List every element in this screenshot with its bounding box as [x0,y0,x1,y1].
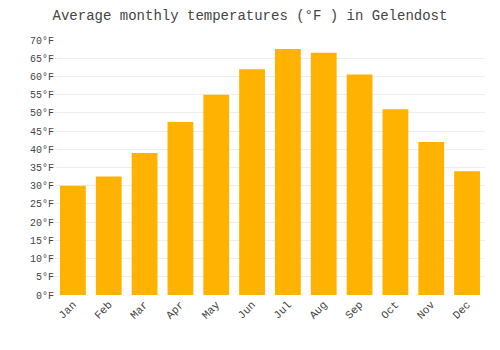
svg-text:Jan: Jan [56,299,78,321]
svg-text:Oct: Oct [379,299,401,321]
svg-text:35°F: 35°F [30,163,54,174]
svg-text:5°F: 5°F [36,272,54,283]
svg-text:60°F: 60°F [30,72,54,83]
svg-text:Aug: Aug [307,299,329,321]
svg-text:50°F: 50°F [30,108,54,119]
svg-text:Mar: Mar [128,299,150,321]
svg-text:Dec: Dec [451,299,473,321]
svg-text:May: May [200,299,223,322]
svg-text:20°F: 20°F [30,218,54,229]
svg-text:Feb: Feb [92,299,114,321]
svg-text:55°F: 55°F [30,90,54,101]
svg-text:0°F: 0°F [36,291,54,302]
svg-text:Sep: Sep [343,299,365,321]
svg-text:Nov: Nov [415,299,438,322]
svg-text:Average monthly temperatures (: Average monthly temperatures (°F ) in Ge… [53,8,448,24]
svg-text:25°F: 25°F [30,199,54,210]
svg-text:30°F: 30°F [30,181,54,192]
svg-text:10°F: 10°F [30,254,54,265]
svg-text:40°F: 40°F [30,145,54,156]
svg-text:Jul: Jul [271,299,293,321]
svg-text:65°F: 65°F [30,54,54,65]
svg-text:70°F: 70°F [30,36,54,47]
svg-text:Apr: Apr [164,299,186,321]
svg-text:Jun: Jun [236,299,258,321]
svg-text:15°F: 15°F [30,236,54,247]
svg-text:45°F: 45°F [30,127,54,138]
